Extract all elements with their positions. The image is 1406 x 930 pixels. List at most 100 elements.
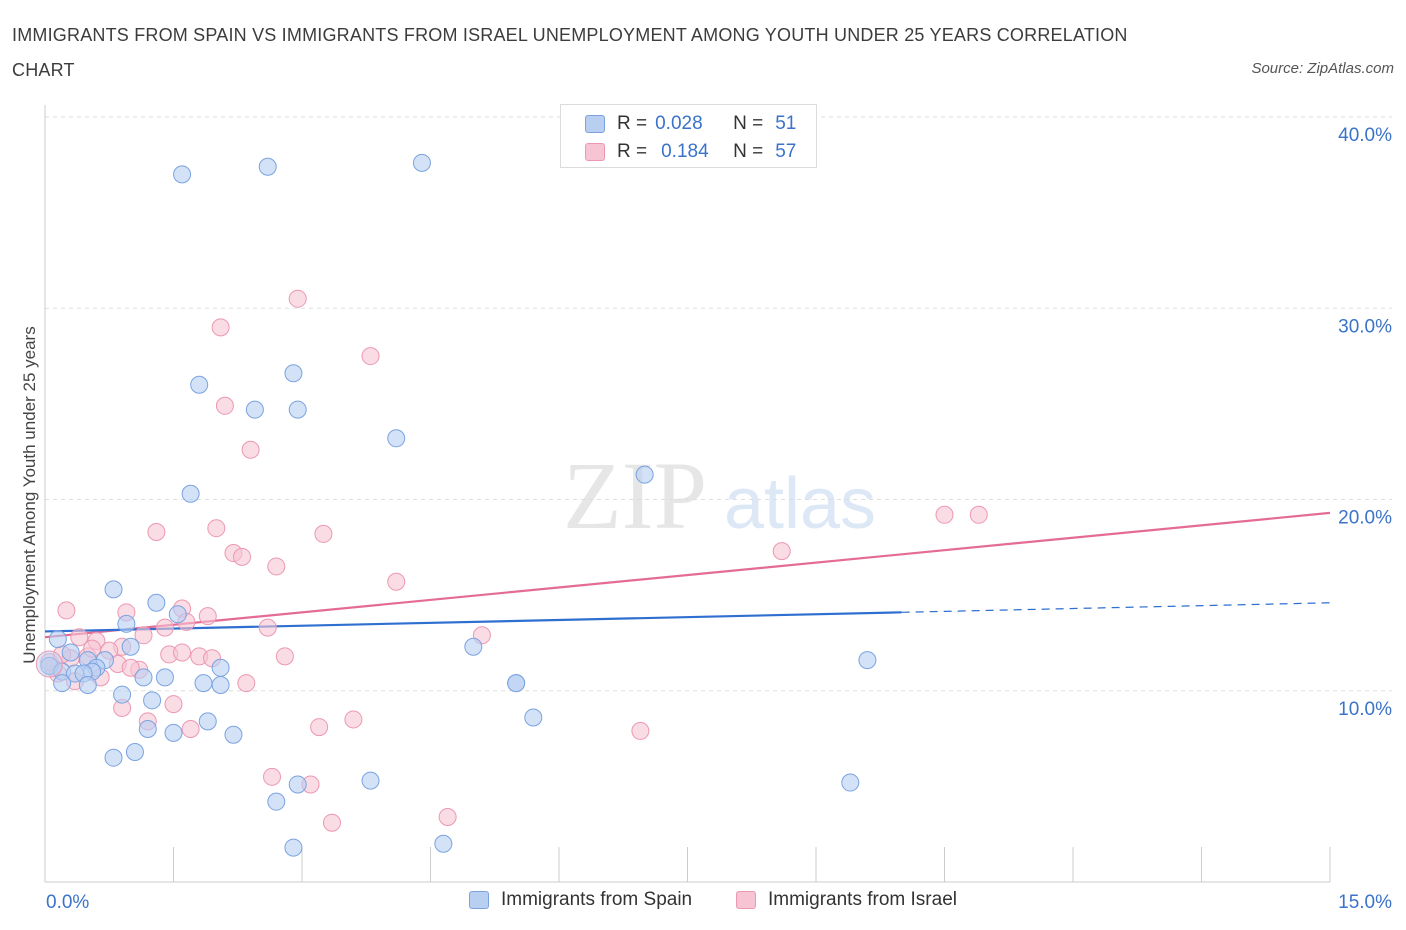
spain-point — [284, 838, 303, 857]
spain-point — [78, 676, 97, 695]
x-tick-label-min: 0.0% — [46, 892, 89, 913]
spain-point — [412, 153, 431, 172]
legend-israel-n-label: N = — [733, 141, 764, 162]
legend-israel-r-label: R = — [617, 141, 648, 162]
series-legend-israel: Immigrants from Israel — [736, 889, 957, 911]
spain-point — [224, 725, 243, 744]
spain-point — [387, 429, 406, 448]
spain-point — [147, 593, 166, 612]
spain-point — [190, 375, 209, 394]
israel-point — [70, 628, 89, 647]
spain-point — [288, 400, 307, 419]
israel-point — [258, 618, 277, 637]
israel-point — [322, 813, 341, 832]
watermark: ZIP atlas — [563, 442, 876, 549]
spain-point — [143, 691, 162, 710]
spain-point — [258, 157, 277, 176]
spain-point — [155, 668, 174, 687]
israel-point — [969, 505, 988, 524]
israel-point — [438, 807, 457, 826]
spain-point — [434, 834, 453, 853]
legend-row-israel: R = 0.184 N = 57 — [585, 139, 796, 165]
series-legend: Immigrants from Spain Immigrants from Is… — [0, 889, 1406, 915]
israel-point — [164, 695, 183, 714]
watermark-atlas: atlas — [724, 464, 876, 544]
israel-point — [310, 718, 329, 737]
spain-trend-extension — [901, 602, 1331, 613]
axes — [44, 105, 1331, 883]
israel-point — [121, 658, 140, 677]
source-label: Source: ZipAtlas.com — [1251, 60, 1394, 77]
spain-point — [125, 742, 144, 761]
spain-point — [267, 792, 286, 811]
spain-point — [113, 685, 132, 704]
israel-point — [207, 519, 226, 538]
spain-point — [858, 651, 877, 670]
spain-point — [361, 771, 380, 790]
spain-point — [211, 676, 230, 695]
spain-point — [104, 580, 123, 599]
tick-labels: 10.0% 20.0% 30.0% 40.0% 0.0% 15.0% — [46, 125, 1392, 913]
spain-point — [173, 165, 192, 184]
spain-point — [53, 674, 72, 693]
spain-point — [198, 712, 217, 731]
chart-title: IMMIGRANTS FROM SPAIN VS IMMIGRANTS FROM… — [12, 25, 1128, 80]
y-tick-label: 30.0% — [1338, 316, 1392, 337]
y-tick-label: 20.0% — [1338, 508, 1392, 529]
israel-point — [935, 505, 954, 524]
israel-point — [57, 601, 76, 620]
legend-spain-n-label: N = — [733, 113, 764, 134]
israel-point — [198, 607, 217, 626]
spain-point — [48, 630, 67, 649]
spain-point — [841, 773, 860, 792]
israel-point — [387, 572, 406, 591]
x-tick-label-max: 15.0% — [1338, 892, 1392, 913]
israel-point — [155, 618, 174, 637]
israel-point — [288, 289, 307, 308]
legend-swatch-spain — [585, 115, 605, 133]
spain-point — [507, 674, 526, 693]
overlap-point — [35, 650, 63, 678]
spain-point — [138, 720, 157, 738]
spain-point — [194, 674, 213, 693]
spain-point — [635, 465, 654, 484]
israel-trend-line — [44, 511, 1331, 639]
israel-point — [211, 318, 230, 337]
legend-spain-r-label: R = — [617, 113, 648, 134]
israel-point — [772, 542, 791, 561]
legend-spain-n-value: 51 — [775, 113, 797, 134]
spain-point — [211, 658, 230, 677]
series-swatch-spain — [469, 891, 489, 909]
spain-point — [168, 605, 187, 624]
data-points — [35, 153, 988, 857]
spain-point — [181, 484, 200, 503]
israel-point — [275, 647, 294, 666]
legend-israel-n-value: 57 — [775, 141, 797, 162]
israel-point — [361, 347, 380, 366]
israel-point — [237, 674, 256, 693]
legend-swatch-israel — [585, 143, 605, 161]
spain-point — [284, 364, 303, 383]
spain-point — [464, 637, 483, 656]
series-legend-spain: Immigrants from Spain — [469, 889, 692, 911]
israel-point — [134, 626, 153, 645]
israel-point — [241, 440, 260, 459]
correlation-legend: R = 0.028 N = 51 R = 0.184 N = 57 — [560, 104, 817, 168]
legend-israel-r-value: 0.184 — [661, 141, 709, 162]
israel-point — [314, 524, 333, 543]
legend-row-spain: R = 0.028 N = 51 — [585, 111, 796, 137]
israel-point — [147, 523, 166, 542]
y-tick-label: 40.0% — [1338, 125, 1392, 146]
series-label-israel: Immigrants from Israel — [768, 889, 957, 910]
israel-point — [344, 710, 363, 729]
series-label-spain: Immigrants from Spain — [501, 889, 693, 910]
israel-point — [267, 557, 286, 576]
spain-point — [61, 643, 80, 662]
spain-point — [164, 723, 183, 742]
israel-point — [215, 396, 234, 415]
israel-point — [263, 767, 282, 786]
watermark-zip: ZIP — [563, 442, 707, 549]
gridlines — [45, 116, 1392, 692]
legend-spain-r-value: 0.028 — [655, 113, 703, 134]
